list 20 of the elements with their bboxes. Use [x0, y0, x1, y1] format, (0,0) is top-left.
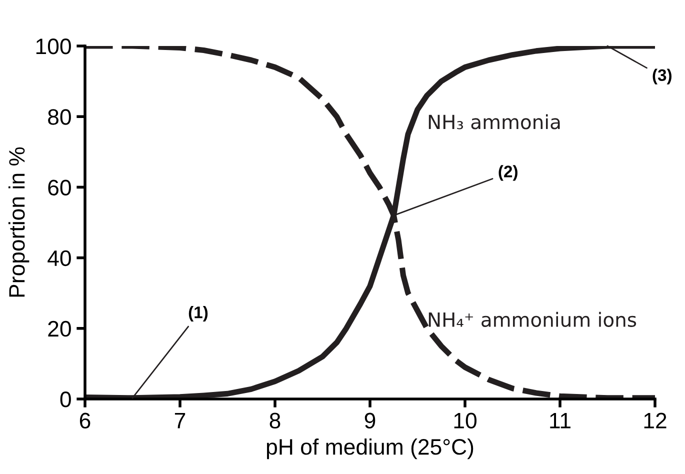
x-axis-title: pH of medium (25°C): [266, 438, 474, 460]
x-tick-label: 10: [454, 412, 476, 429]
series-label: NH₄⁺ ammonium ions: [428, 312, 636, 327]
y-tick-label: 20: [48, 320, 71, 337]
annotation: (2): [498, 165, 518, 181]
annotation: (3): [652, 68, 672, 84]
y-tick-label: 0: [60, 392, 71, 408]
x-tick-label: 12: [644, 412, 666, 428]
y-axis-title: Proportion in %: [8, 147, 30, 297]
series-label: NH₃ ammonia: [428, 114, 560, 130]
y-tick-label: 80: [48, 109, 71, 125]
y-tick-label: 40: [48, 250, 71, 266]
x-tick-label: 9: [364, 412, 376, 429]
y-tick-label: 60: [48, 180, 71, 196]
annotation: (1): [188, 306, 208, 322]
x-tick-label: 6: [80, 412, 90, 429]
y-tick-label: 100: [36, 38, 71, 54]
x-tick-label: 11: [550, 413, 570, 428]
x-tick-label: 7: [174, 413, 186, 428]
x-tick-label: 8: [270, 412, 280, 429]
